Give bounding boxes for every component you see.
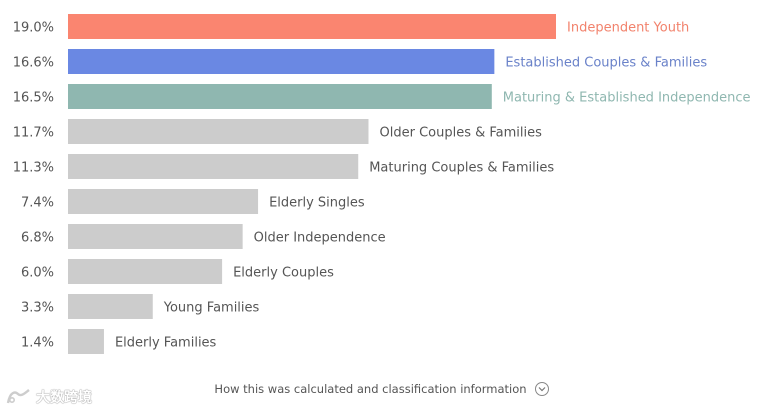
category-label-established-couples-and-families: Established Couples & Families <box>505 56 707 71</box>
chevron-down-icon[interactable] <box>534 382 549 396</box>
category-label-older-couples-and-families: Older Couples & Families <box>380 126 543 141</box>
bar-older-independence <box>68 224 243 249</box>
value-label-independent-youth: 19.0% <box>13 21 54 36</box>
category-label-independent-youth: Independent Youth <box>567 21 689 36</box>
category-label-elderly-families: Elderly Families <box>115 336 217 351</box>
category-label-older-independence: Older Independence <box>254 231 386 246</box>
value-label-established-couples-and-families: 16.6% <box>13 56 54 71</box>
bar-maturing-couples-and-families <box>68 154 359 179</box>
category-label-maturing-and-established-independence: Maturing & Established Independence <box>503 91 751 106</box>
calculation-info-text: How this was calculated and classificati… <box>214 382 527 396</box>
value-label-maturing-couples-and-families: 11.3% <box>13 161 54 176</box>
bar-young-families <box>68 294 153 319</box>
bar-independent-youth <box>68 14 556 39</box>
bar-elderly-singles <box>68 189 259 214</box>
bar-older-couples-and-families <box>68 119 369 144</box>
bar-established-couples-and-families <box>68 49 495 74</box>
value-label-young-families: 3.3% <box>21 301 54 316</box>
value-label-elderly-singles: 7.4% <box>21 196 54 211</box>
bar-elderly-couples <box>68 259 223 284</box>
category-label-maturing-couples-and-families: Maturing Couples & Families <box>369 161 554 176</box>
category-label-elderly-singles: Elderly Singles <box>269 196 365 211</box>
watermark: 大数跨境 <box>6 387 92 407</box>
category-label-young-families: Young Families <box>163 301 260 316</box>
logo-icon <box>6 389 30 404</box>
value-label-maturing-and-established-independence: 16.5% <box>13 91 54 106</box>
bar-elderly-families <box>68 329 104 354</box>
bar-maturing-and-established-independence <box>68 84 492 109</box>
value-label-older-couples-and-families: 11.7% <box>13 126 54 141</box>
value-label-elderly-couples: 6.0% <box>21 266 54 281</box>
value-label-elderly-families: 1.4% <box>21 336 54 351</box>
watermark-text: 大数跨境 <box>36 390 92 406</box>
value-label-older-independence: 6.8% <box>21 231 54 246</box>
calculation-info-toggle[interactable]: How this was calculated and classificati… <box>0 378 763 400</box>
category-label-elderly-couples: Elderly Couples <box>233 266 334 281</box>
